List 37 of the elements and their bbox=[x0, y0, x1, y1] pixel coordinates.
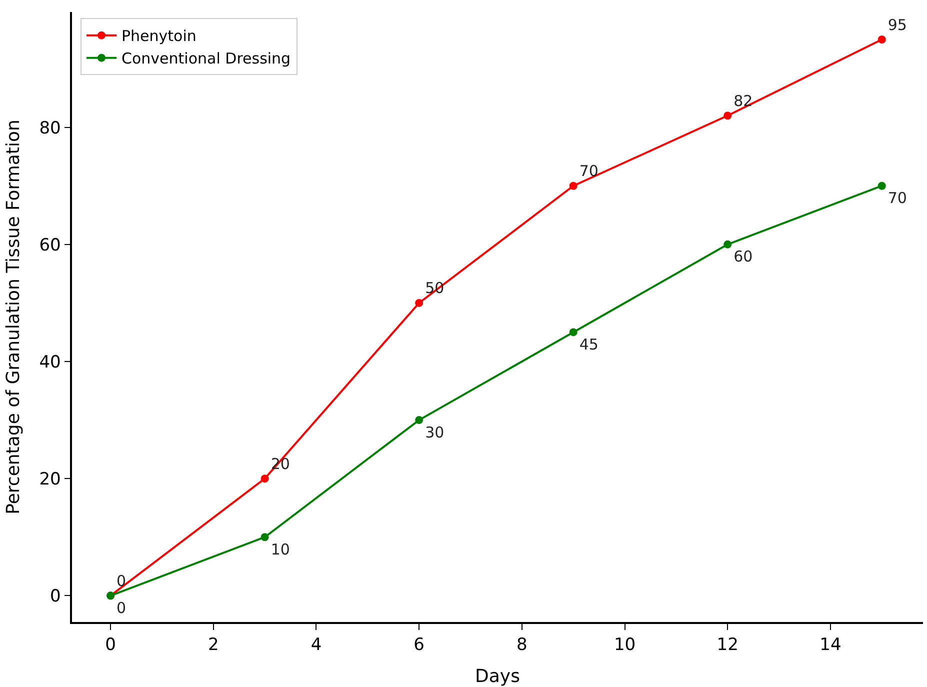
y-tick-label: 80 bbox=[39, 118, 61, 138]
point bbox=[260, 533, 269, 542]
y-tick-label: 60 bbox=[39, 235, 61, 256]
data-label: 10 bbox=[270, 540, 290, 558]
data-label: 60 bbox=[734, 248, 753, 266]
point bbox=[724, 112, 732, 120]
legend-label: Conventional Dressing bbox=[122, 50, 291, 68]
y-tick-label: 0 bbox=[50, 586, 61, 607]
data-label: 82 bbox=[734, 92, 753, 110]
x-tick-label: 2 bbox=[208, 635, 219, 656]
data-label: 0 bbox=[116, 598, 126, 617]
y-axis-title: Percentage of Granulation Tissue Formation bbox=[2, 120, 24, 514]
x-tick-label: 12 bbox=[716, 635, 738, 656]
x-tick-label: 6 bbox=[414, 635, 424, 656]
data-label: 30 bbox=[425, 423, 444, 442]
legend-label: Phenytoin bbox=[122, 27, 196, 46]
data-label: 70 bbox=[579, 162, 598, 180]
x-tick-label: 8 bbox=[516, 635, 528, 656]
x-tick-label: 14 bbox=[820, 635, 842, 656]
point bbox=[415, 298, 424, 307]
point bbox=[260, 474, 269, 483]
point bbox=[878, 182, 886, 190]
data-label: 45 bbox=[579, 335, 598, 354]
data-label: 70 bbox=[888, 189, 907, 208]
data-label: 95 bbox=[888, 16, 907, 34]
data-label: 0 bbox=[116, 572, 126, 590]
point bbox=[724, 240, 732, 248]
x-tick-label: 0 bbox=[105, 635, 116, 656]
x-tick-label: 10 bbox=[614, 635, 636, 656]
y-tick-label: 40 bbox=[39, 352, 61, 372]
point bbox=[415, 416, 424, 424]
y-tick-label: 20 bbox=[39, 470, 61, 490]
point bbox=[569, 182, 578, 190]
x-tick-label: 4 bbox=[310, 635, 322, 656]
point bbox=[569, 328, 578, 336]
point bbox=[878, 36, 886, 44]
x-axis-title: Days bbox=[475, 666, 520, 687]
